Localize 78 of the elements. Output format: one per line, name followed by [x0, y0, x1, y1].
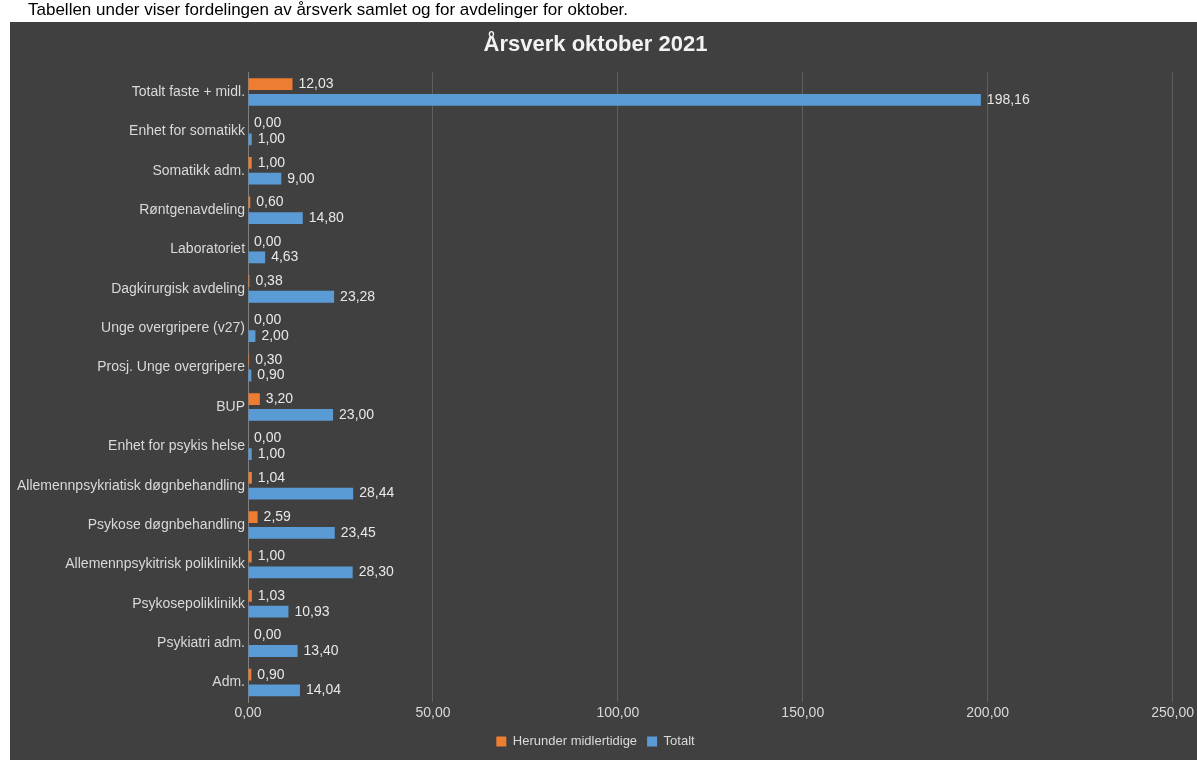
y-tick-label: Somatikk adm.	[152, 161, 246, 178]
bar	[248, 684, 300, 697]
y-tick-label: Røntgenavdeling	[139, 201, 246, 218]
y-tick-label: BUP	[216, 397, 246, 414]
bar	[248, 605, 289, 618]
data-label: 28,30	[358, 563, 394, 580]
y-tick-label: Unge overgripere (v27)	[101, 319, 246, 336]
y-tick-label: Psykose døgnbehandling	[87, 515, 246, 532]
bar	[248, 645, 298, 657]
data-label: 10,93	[294, 602, 330, 619]
legend-label: Herunder midlertidige	[512, 733, 638, 749]
chart-title: Årsverk oktober 2021	[483, 30, 708, 57]
y-tick-label: Prosj. Unge overgripere	[97, 358, 246, 375]
data-label: 28,44	[359, 484, 395, 501]
legend-label: Totalt	[663, 733, 696, 749]
data-label: 23,45	[340, 523, 376, 540]
data-label: 23,00	[339, 405, 375, 422]
bar	[248, 251, 266, 264]
x-tick-label: 200,00	[966, 704, 1010, 721]
data-label: 1,00	[257, 130, 286, 147]
data-label: 4,63	[271, 248, 299, 265]
bar	[248, 566, 353, 579]
data-label: 0,00	[254, 311, 282, 328]
data-label: 14,04	[305, 681, 342, 698]
y-tick-label: Enhet for somatikk	[129, 122, 247, 139]
bar	[248, 471, 252, 484]
data-label: 12,03	[298, 75, 334, 92]
bar	[248, 393, 260, 406]
data-label: 1,00	[257, 153, 286, 170]
bar	[248, 511, 258, 524]
bar	[248, 78, 293, 91]
data-label: 13,40	[303, 641, 339, 658]
bar	[248, 448, 252, 461]
data-label: 0,38	[255, 271, 283, 288]
y-tick-label: Enhet for psykis helse	[108, 437, 246, 454]
bar	[248, 487, 354, 500]
data-label: 0,90	[257, 366, 285, 383]
data-label: 23,28	[340, 287, 376, 304]
data-label: 0,90	[257, 665, 285, 682]
data-label: 1,04	[257, 468, 286, 485]
bar	[248, 172, 282, 185]
data-label: 2,59	[263, 508, 292, 525]
data-label: 0,00	[254, 232, 282, 249]
x-tick-label: 250,00	[1151, 704, 1195, 721]
bar	[248, 290, 335, 303]
bar	[248, 133, 252, 146]
x-tick-label: 150,00	[781, 704, 825, 721]
x-tick-label: 100,00	[596, 704, 640, 721]
data-label: 0,00	[254, 626, 282, 643]
data-label: 1,03	[257, 586, 286, 603]
bar	[248, 212, 303, 224]
y-tick-label: Allemennpsykitrisk poliklinikk	[65, 555, 247, 572]
y-tick-label: Adm.	[212, 673, 246, 690]
data-label: 3,20	[265, 389, 294, 406]
y-tick-label: Psykosepoliklinikk	[132, 594, 247, 611]
y-tick-label: Laboratoriet	[170, 240, 246, 257]
data-label: 2,00	[261, 326, 289, 343]
x-tick-label: 50,00	[415, 704, 451, 721]
data-label: 1,00	[257, 547, 286, 564]
chart-subtitle: Tabellen under viser fordelingen av årsverk samlet og for avdelinger for oktober.	[27, 0, 630, 21]
y-tick-label: Totalt faste + midl.	[131, 82, 246, 99]
y-tick-label: Psykiatri adm.	[157, 634, 246, 651]
y-tick-label: Dagkirurgisk avdeling	[111, 279, 246, 296]
bar	[248, 157, 252, 169]
data-label: 1,00	[257, 445, 286, 462]
x-tick-label: 0,00	[234, 704, 262, 721]
data-label: 0,60	[256, 193, 284, 210]
data-label: 0,00	[254, 114, 282, 131]
data-label: 14,80	[308, 208, 344, 225]
y-tick-label: Allemennpsykriatisk døgnbehandling	[16, 476, 246, 493]
bar	[248, 94, 981, 106]
data-label: 0,30	[255, 350, 283, 367]
bar	[248, 527, 335, 539]
data-label: 9,00	[287, 169, 315, 186]
data-label: 0,00	[254, 429, 282, 446]
bar	[248, 590, 252, 602]
data-label: 198,16	[986, 90, 1030, 107]
bar	[248, 408, 334, 421]
